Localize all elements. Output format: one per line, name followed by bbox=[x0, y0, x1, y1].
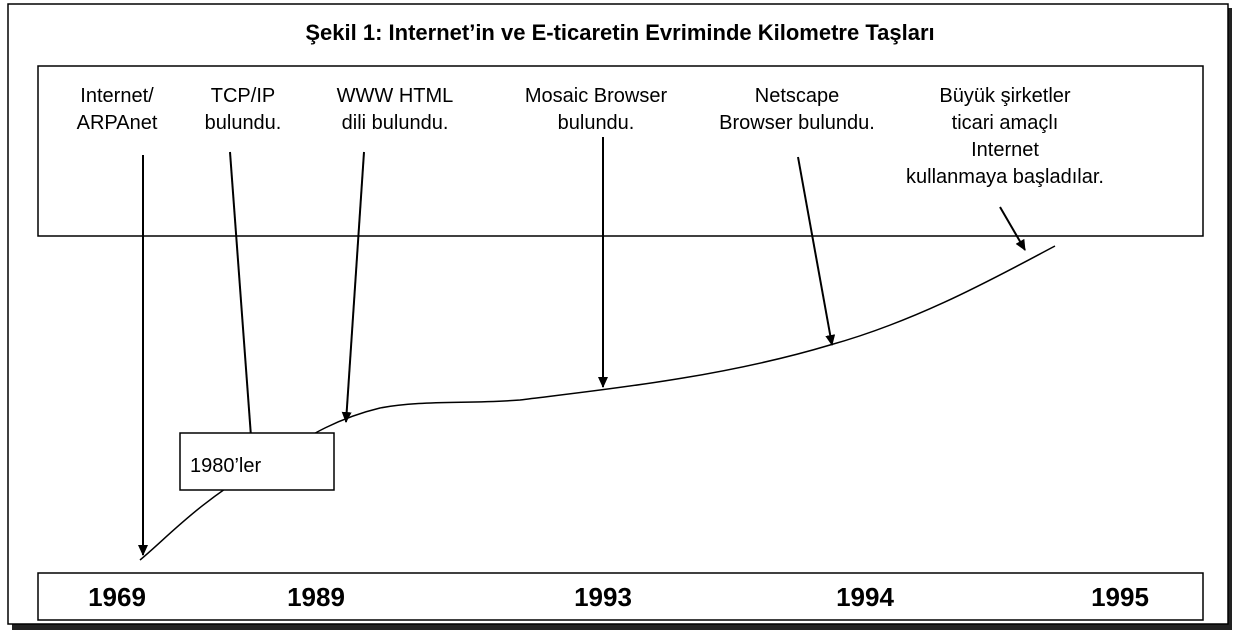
milestone-label: Internet bbox=[971, 139, 1039, 161]
year: 1993 bbox=[574, 582, 632, 612]
milestone-label: bulundu. bbox=[558, 112, 635, 134]
milestone-label: TCP/IP bbox=[211, 85, 275, 107]
frame bbox=[7, 3, 1229, 625]
title: Şekil 1: Internet’in ve E-ticaretin Evri… bbox=[305, 20, 934, 45]
milestone-label: dili bulundu. bbox=[342, 112, 449, 134]
milestone-label: bulundu. bbox=[205, 112, 282, 134]
milestone-label: Browser bulundu. bbox=[719, 112, 875, 134]
milestone-label: Netscape bbox=[755, 85, 840, 107]
year-box bbox=[37, 572, 1204, 621]
milestone-label: kullanmaya başladılar. bbox=[906, 166, 1104, 188]
milestone-label: Mosaic Browser bbox=[525, 85, 668, 107]
arrow bbox=[341, 151, 365, 423]
milestone-label: WWW HTML bbox=[337, 85, 454, 107]
milestone-label: Büyük şirketler bbox=[939, 85, 1070, 107]
milestone-box bbox=[37, 65, 1204, 237]
note-box bbox=[179, 432, 335, 491]
milestone-label: ARPAnet bbox=[77, 112, 158, 134]
year: 1989 bbox=[287, 582, 345, 612]
milestone-label: ticari amaçlı bbox=[952, 112, 1059, 134]
note: 1980’ler bbox=[190, 455, 262, 477]
arrow bbox=[999, 206, 1026, 251]
arrow bbox=[797, 156, 836, 346]
arrow bbox=[229, 151, 257, 451]
year: 1969 bbox=[88, 582, 146, 612]
year: 1995 bbox=[1091, 582, 1149, 612]
year: 1994 bbox=[836, 582, 894, 612]
milestone-label: Internet/ bbox=[80, 85, 154, 107]
